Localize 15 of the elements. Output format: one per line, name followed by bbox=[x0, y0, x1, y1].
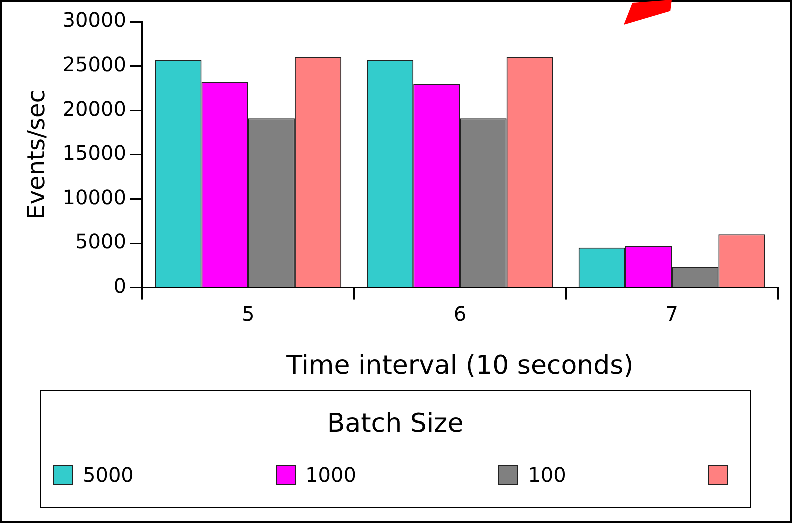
y-tick-label: 30000 bbox=[62, 8, 126, 32]
legend-label: 100 bbox=[528, 463, 566, 487]
y-tick-label: 10000 bbox=[62, 185, 126, 210]
y-tick-label: 20000 bbox=[62, 96, 126, 121]
x-tick-label: 5 bbox=[242, 302, 255, 326]
legend-label: 1000 bbox=[306, 463, 356, 487]
x-axis-title: Time interval (10 seconds) bbox=[286, 351, 634, 382]
y-tick-label: 0 bbox=[114, 274, 126, 298]
x-tick-label: 7 bbox=[666, 302, 678, 326]
legend-title: Batch Size bbox=[326, 409, 465, 439]
y-tick-label: 25000 bbox=[62, 52, 126, 77]
x-tick-label: 6 bbox=[454, 302, 467, 326]
y-tick-label: 5000 bbox=[76, 230, 126, 254]
y-tick-label: 15000 bbox=[62, 141, 126, 166]
y-axis-title: Events/sec bbox=[22, 90, 51, 220]
